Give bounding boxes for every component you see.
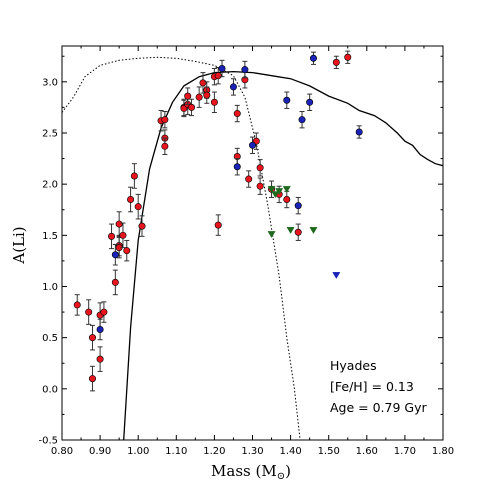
red-data-point (245, 175, 253, 183)
red-data-point (294, 228, 302, 236)
annotation-block: Hyades [Fe/H] = 0.13 Age = 0.79 Gyr (330, 358, 427, 415)
y-axis-label: A(Li) (10, 226, 28, 264)
blue-data-point (229, 83, 237, 91)
red-data-point (138, 222, 146, 230)
red-data-point (214, 72, 222, 80)
y-tick-label: 2.5 (42, 128, 58, 139)
blue-data-point (111, 251, 119, 259)
x-tick-label: 1.70 (394, 446, 416, 457)
x-tick-label: 1.80 (432, 446, 454, 457)
annotation-metallicity: [Fe/H] = 0.13 (330, 379, 414, 394)
blue-data-point (96, 325, 104, 333)
x-tick-label: 1.60 (356, 446, 378, 457)
blue-data-point (309, 54, 317, 62)
red-data-point (96, 355, 104, 363)
red-data-point (283, 196, 291, 204)
red-data-point (344, 53, 352, 61)
red-data-point (199, 79, 207, 87)
green-upper-limit-point (282, 186, 291, 194)
green-upper-limit-point (286, 227, 295, 234)
y-tick-label: 0.5 (42, 333, 58, 344)
blue-upper-limit-point (332, 272, 341, 279)
red-data-point (100, 308, 108, 316)
blue-data-point (306, 98, 314, 106)
y-tick-label: 1.5 (42, 231, 58, 242)
blue-data-point (241, 66, 249, 74)
annotation-age: Age = 0.79 Gyr (330, 400, 427, 415)
y-tick-label: 0.0 (42, 384, 58, 395)
y-tick-label: 1.0 (42, 282, 58, 293)
blue-data-point (283, 96, 291, 104)
x-axis-label-subscript: ⊙ (277, 471, 285, 482)
annotation-cluster: Hyades (330, 358, 377, 373)
x-axis-label-main: Mass (M (211, 462, 277, 480)
x-tick-label: 0.90 (89, 446, 111, 457)
axis-ticks: 0.80 0.90 1.00 1.10 1.20 1.30 1.40 1.50 1.60 1.70… (38, 46, 454, 457)
x-tick-label: 1.10 (165, 446, 187, 457)
red-data-point (85, 308, 93, 316)
red-data-point (73, 301, 81, 309)
red-data-point (161, 116, 169, 124)
red-data-point (108, 232, 116, 240)
red-data-point (88, 375, 96, 383)
red-data-point (203, 91, 211, 99)
red-data-point (188, 103, 196, 111)
x-tick-label: 1.20 (203, 446, 225, 457)
green-upper-limit-point (309, 227, 318, 234)
red-data-point (256, 182, 264, 190)
x-tick-label: 1.40 (279, 446, 301, 457)
blue-data-point (294, 202, 302, 210)
x-tick-label: 1.50 (318, 446, 340, 457)
data-points (73, 50, 363, 392)
red-data-point (127, 196, 135, 204)
x-axis-label-end: ) (285, 462, 291, 480)
red-data-point (195, 93, 203, 101)
x-tick-label: 0.80 (51, 446, 73, 457)
x-tick-label: 1.00 (127, 446, 149, 457)
green-upper-limit-point (267, 231, 276, 239)
green-upper-limit-point (267, 186, 276, 194)
red-data-point (214, 221, 222, 229)
x-axis-label: Mass (M⊙) (211, 462, 291, 482)
y-tick-label: 2.0 (42, 180, 58, 191)
red-data-point (256, 164, 264, 172)
blue-data-point (249, 141, 257, 149)
red-data-point (88, 334, 96, 342)
dotted-model-curve (62, 56, 301, 440)
red-data-point (161, 142, 169, 150)
red-data-point (115, 220, 123, 228)
model-curves (62, 56, 443, 440)
y-tick-label: 3.0 (42, 77, 58, 88)
solid-model-curve (123, 70, 443, 440)
red-data-point (123, 247, 131, 255)
red-data-point (111, 278, 119, 286)
red-data-point (119, 231, 127, 239)
blue-data-point (233, 163, 241, 171)
blue-data-point (218, 65, 226, 73)
green-upper-limit-point (271, 191, 280, 199)
y-tick-label: -0.5 (38, 436, 58, 447)
x-tick-label: 1.30 (241, 446, 263, 457)
red-data-point (233, 110, 241, 118)
red-data-point (130, 172, 138, 180)
red-data-point (184, 92, 192, 100)
blue-data-point (298, 116, 306, 124)
red-data-point (332, 58, 340, 66)
red-data-point (210, 98, 218, 106)
green-upper-limit-point (275, 188, 284, 196)
blue-data-point (355, 128, 363, 136)
red-data-point (134, 203, 142, 211)
